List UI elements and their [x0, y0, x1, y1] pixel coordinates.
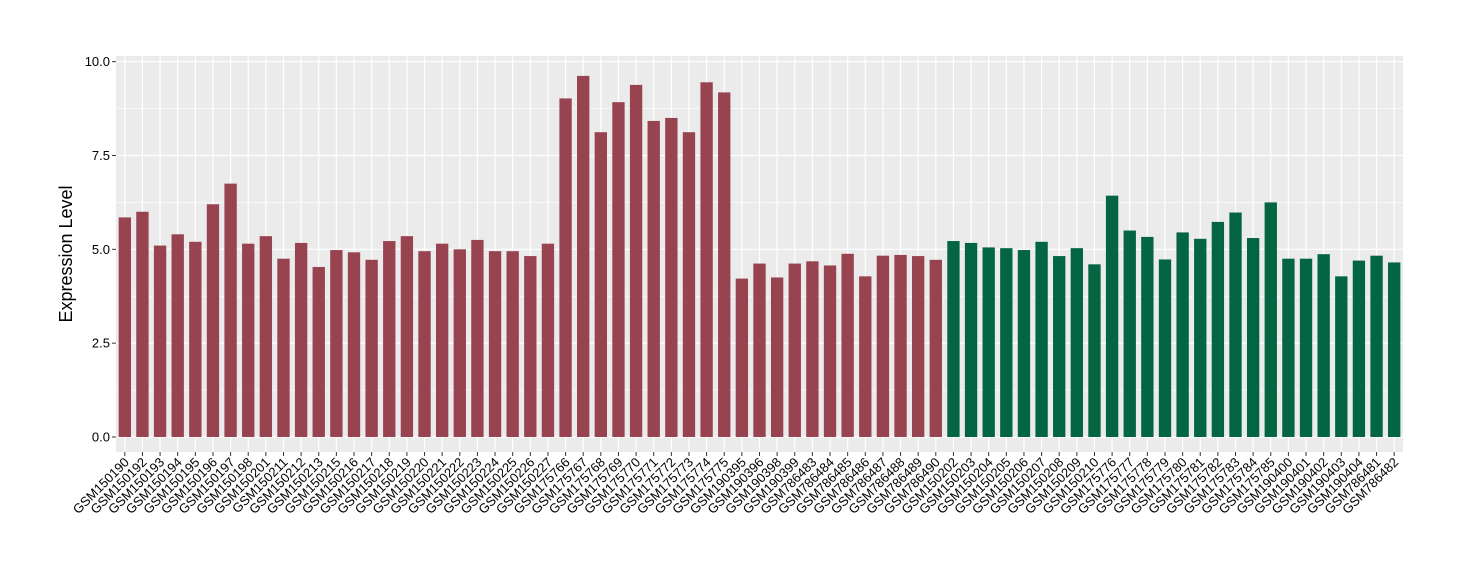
- bar-GSM175768: [594, 132, 607, 437]
- bar-GSM175772: [665, 117, 678, 437]
- bar-GSM190401: [1299, 258, 1313, 437]
- bar-GSM786488: [894, 254, 907, 437]
- bar-GSM150215: [330, 250, 343, 437]
- bar-GSM150222: [453, 249, 466, 437]
- y-tick-label: 7.5: [92, 148, 110, 163]
- bar-GSM175777: [1123, 230, 1136, 437]
- bar-GSM150206: [1017, 250, 1031, 437]
- bar-GSM786485: [841, 253, 854, 437]
- bar-GSM175775: [718, 92, 731, 437]
- bar-GSM190398: [770, 277, 784, 437]
- bar-GSM190402: [1317, 254, 1330, 437]
- bar-GSM150197: [224, 183, 237, 437]
- bar-GSM786481: [1370, 255, 1383, 437]
- bar-GSM150225: [506, 251, 519, 437]
- y-tick-label: 5.0: [92, 242, 110, 257]
- bar-GSM190400: [1282, 258, 1295, 437]
- bar-GSM150211: [277, 258, 290, 437]
- y-tick-label: 2.5: [92, 336, 110, 351]
- bar-GSM150201: [259, 236, 273, 437]
- bar-GSM150218: [383, 241, 396, 437]
- bar-GSM175780: [1176, 232, 1189, 437]
- bar-GSM175783: [1229, 212, 1242, 437]
- bars: [118, 75, 1401, 437]
- bar-GSM175778: [1141, 236, 1154, 437]
- bar-GSM150227: [541, 243, 555, 437]
- bar-GSM150193: [153, 245, 167, 437]
- bar-GSM175779: [1158, 259, 1172, 437]
- bar-GSM786484: [823, 265, 837, 437]
- bar-GSM190399: [788, 263, 801, 437]
- y-tick-label: 0.0: [92, 429, 110, 444]
- bar-GSM150195: [189, 241, 202, 437]
- bar-GSM150198: [242, 243, 255, 437]
- y-axis: 0.0 2.5 5.0 7.5 10.0: [85, 54, 116, 444]
- bar-GSM150219: [400, 236, 414, 437]
- bar-GSM150192: [136, 211, 149, 437]
- bar-GSM786489: [912, 256, 925, 437]
- bar-GSM175770: [629, 84, 643, 437]
- bar-GSM175785: [1264, 202, 1277, 437]
- bar-GSM175769: [612, 102, 625, 437]
- bar-GSM175782: [1211, 221, 1225, 437]
- bar-GSM150212: [294, 242, 308, 437]
- bar-GSM175774: [700, 82, 713, 437]
- bar-GSM150221: [435, 243, 449, 437]
- bar-GSM175781: [1194, 238, 1207, 437]
- bar-GSM150210: [1088, 264, 1101, 437]
- bar-GSM150205: [1000, 248, 1013, 437]
- bar-GSM190396: [753, 263, 766, 437]
- bar-GSM150194: [171, 234, 184, 437]
- bar-GSM786487: [876, 255, 890, 437]
- bar-GSM175766: [559, 98, 572, 437]
- bar-GSM786483: [806, 261, 819, 437]
- bar-GSM190395: [735, 278, 749, 437]
- bar-GSM150226: [524, 256, 537, 437]
- bar-GSM175773: [682, 132, 696, 437]
- bar-GSM150217: [365, 259, 378, 437]
- bar-GSM786486: [859, 276, 872, 437]
- bar-GSM150216: [347, 252, 361, 437]
- y-tick-label: 10.0: [85, 54, 110, 69]
- bar-GSM175771: [647, 120, 660, 437]
- y-axis-title: Expression Level: [56, 185, 76, 322]
- bar-GSM786490: [929, 259, 942, 437]
- bar-GSM175776: [1105, 195, 1119, 437]
- bar-GSM150202: [947, 241, 960, 437]
- bar-GSM150208: [1053, 256, 1066, 437]
- bar-GSM175767: [577, 75, 590, 437]
- bar-GSM150190: [118, 217, 131, 437]
- bar-GSM150207: [1035, 241, 1048, 437]
- bar-GSM150213: [312, 266, 325, 437]
- bar-GSM786482: [1388, 262, 1401, 437]
- bar-GSM150203: [964, 242, 978, 437]
- bar-GSM150209: [1070, 248, 1084, 437]
- x-axis: GSM150190GSM150192GSM150193GSM150194GSM1…: [70, 452, 1401, 517]
- bar-GSM190403: [1335, 276, 1348, 437]
- bar-GSM150224: [488, 251, 502, 437]
- bar-GSM190404: [1352, 260, 1366, 437]
- bar-GSM150223: [471, 239, 484, 437]
- bar-GSM150196: [206, 204, 220, 437]
- bar-GSM150204: [982, 247, 995, 437]
- bar-GSM150220: [418, 251, 431, 437]
- bar-GSM175784: [1246, 238, 1260, 437]
